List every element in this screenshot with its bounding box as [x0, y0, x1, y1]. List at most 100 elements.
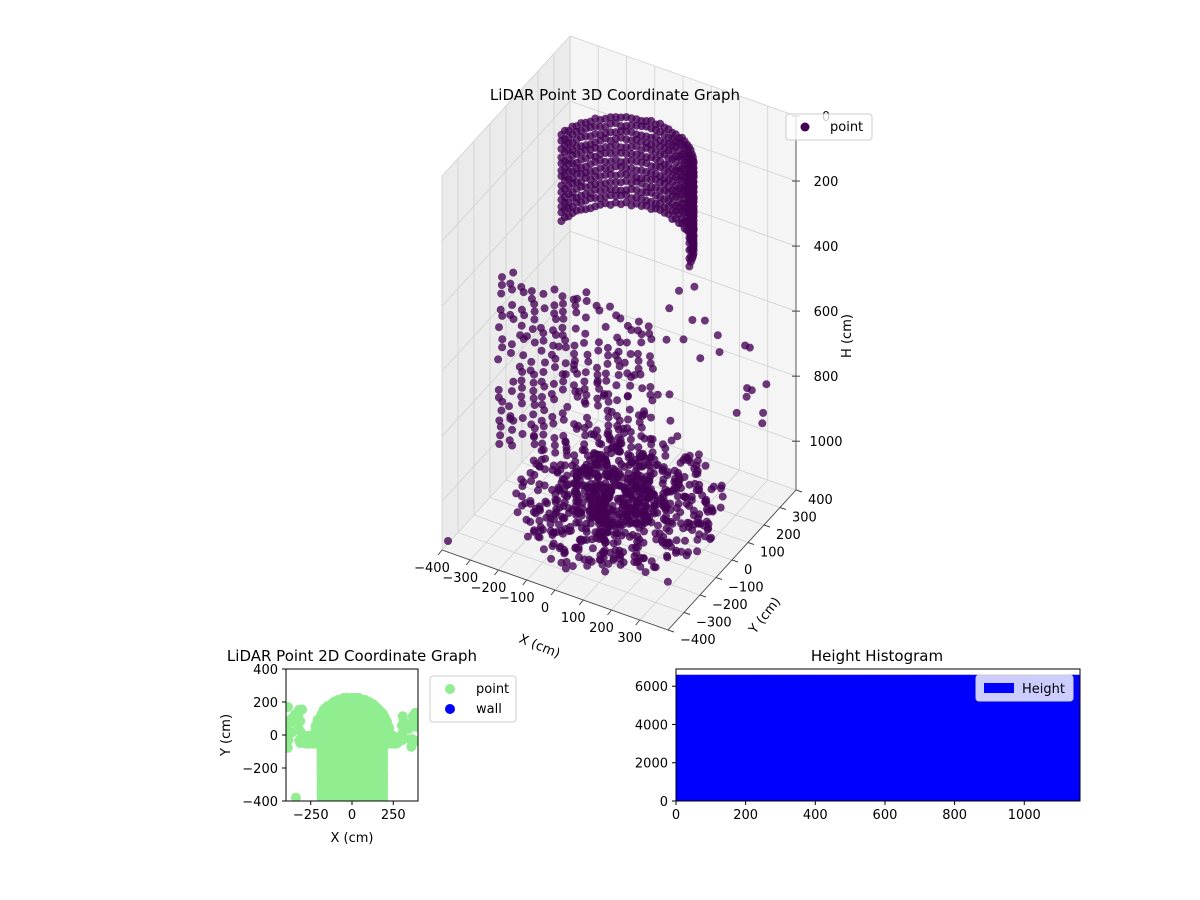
x-tick-label-hist: 1000	[1008, 808, 1041, 823]
point-3d	[681, 536, 689, 545]
point-3d	[530, 300, 539, 309]
point-2d	[411, 721, 418, 732]
point-3d	[577, 481, 586, 490]
x-tick-label-3d: −300	[442, 571, 478, 586]
histogram-bar	[878, 674, 886, 801]
point-3d	[654, 521, 662, 530]
point-3d	[603, 483, 612, 492]
point-3d	[529, 394, 538, 403]
point-3d	[581, 329, 590, 338]
point-3d	[661, 505, 670, 514]
point-3d	[494, 355, 503, 364]
point-3d	[615, 481, 624, 490]
point-3d	[620, 358, 629, 367]
x-tick-label-3d: −400	[414, 561, 450, 576]
point-3d	[717, 484, 725, 493]
legend-histogram: Height	[975, 674, 1074, 702]
point-3d	[628, 530, 637, 539]
point-3d	[647, 335, 656, 344]
point-3d	[529, 410, 538, 419]
point-3d	[599, 391, 608, 400]
point-3d	[662, 524, 671, 533]
y-tick-3d	[667, 629, 675, 633]
point-3d	[692, 486, 701, 495]
histogram-bar	[996, 674, 1004, 801]
x-tick-label-hist: 0	[672, 808, 680, 823]
point-3d	[551, 363, 559, 372]
point-2d	[397, 735, 408, 746]
point-3d	[558, 385, 567, 394]
grid-line-z	[441, 360, 571, 502]
point-3d	[572, 493, 581, 502]
y-tick-label-3d: 0	[744, 563, 752, 578]
point-3d	[580, 338, 588, 347]
point-3d	[626, 428, 635, 436]
histogram-bar	[982, 674, 990, 801]
point-3d	[507, 349, 515, 357]
point-3d	[702, 495, 711, 504]
point-3d	[548, 412, 557, 421]
point-3d	[539, 545, 548, 554]
point-3d	[530, 338, 539, 347]
point-2d	[286, 702, 293, 712]
point-3d	[648, 448, 657, 457]
point-3d	[559, 415, 568, 424]
point-3d	[651, 529, 660, 538]
histogram-bar	[752, 674, 760, 801]
point-3d	[570, 451, 579, 460]
histogram-bar	[954, 674, 962, 801]
point-3d	[640, 407, 648, 416]
point-2d	[384, 722, 394, 733]
histogram-bar	[815, 674, 823, 801]
point-3d	[634, 356, 643, 365]
point-3d	[604, 559, 613, 568]
point-3d	[700, 316, 709, 325]
point-3d	[530, 440, 539, 449]
point-3d	[574, 421, 583, 430]
histogram-bar	[947, 674, 956, 801]
point-3d	[582, 524, 591, 533]
point-3d	[498, 343, 507, 352]
histogram-bar	[843, 674, 851, 801]
point-3d	[715, 348, 724, 357]
point-3d	[580, 377, 589, 386]
point-3d	[600, 535, 609, 544]
y-tick-3d	[763, 524, 771, 528]
point-3d	[646, 352, 654, 361]
point-3d	[643, 494, 652, 503]
point-3d	[665, 390, 674, 399]
point-3d	[634, 543, 643, 551]
x-axis-label-3d: X (cm)	[517, 632, 562, 662]
point-3d	[595, 306, 604, 315]
x-tick-3d	[522, 579, 528, 586]
point-3d	[573, 294, 582, 303]
point-3d	[547, 554, 556, 563]
histogram-bar	[1066, 674, 1074, 801]
point-3d	[530, 307, 539, 316]
point-3d	[509, 268, 518, 277]
point-2d	[293, 704, 304, 715]
point-3d	[561, 359, 570, 368]
y-tick-3d	[699, 594, 707, 598]
legend-marker-height	[984, 683, 1014, 693]
grid-line-z	[569, 35, 797, 117]
point-3d	[529, 431, 538, 440]
point-3d	[509, 315, 518, 324]
point-3d	[539, 430, 548, 439]
point-3d	[558, 409, 567, 418]
point-3d	[601, 369, 610, 378]
point-3d	[624, 415, 632, 424]
point-3d	[585, 494, 594, 503]
point-3d	[581, 431, 590, 440]
point-3d	[693, 535, 702, 544]
point-3d	[616, 560, 625, 569]
point-3d	[616, 338, 625, 347]
y-axis-label-2d: Y (cm)	[219, 714, 234, 757]
point-3d	[586, 519, 595, 528]
x-tick-3d	[465, 559, 471, 566]
point-3d	[713, 331, 722, 340]
point-3d	[517, 475, 526, 484]
point-3d	[535, 480, 544, 489]
point-3d	[624, 505, 633, 513]
point-3d	[549, 379, 558, 388]
